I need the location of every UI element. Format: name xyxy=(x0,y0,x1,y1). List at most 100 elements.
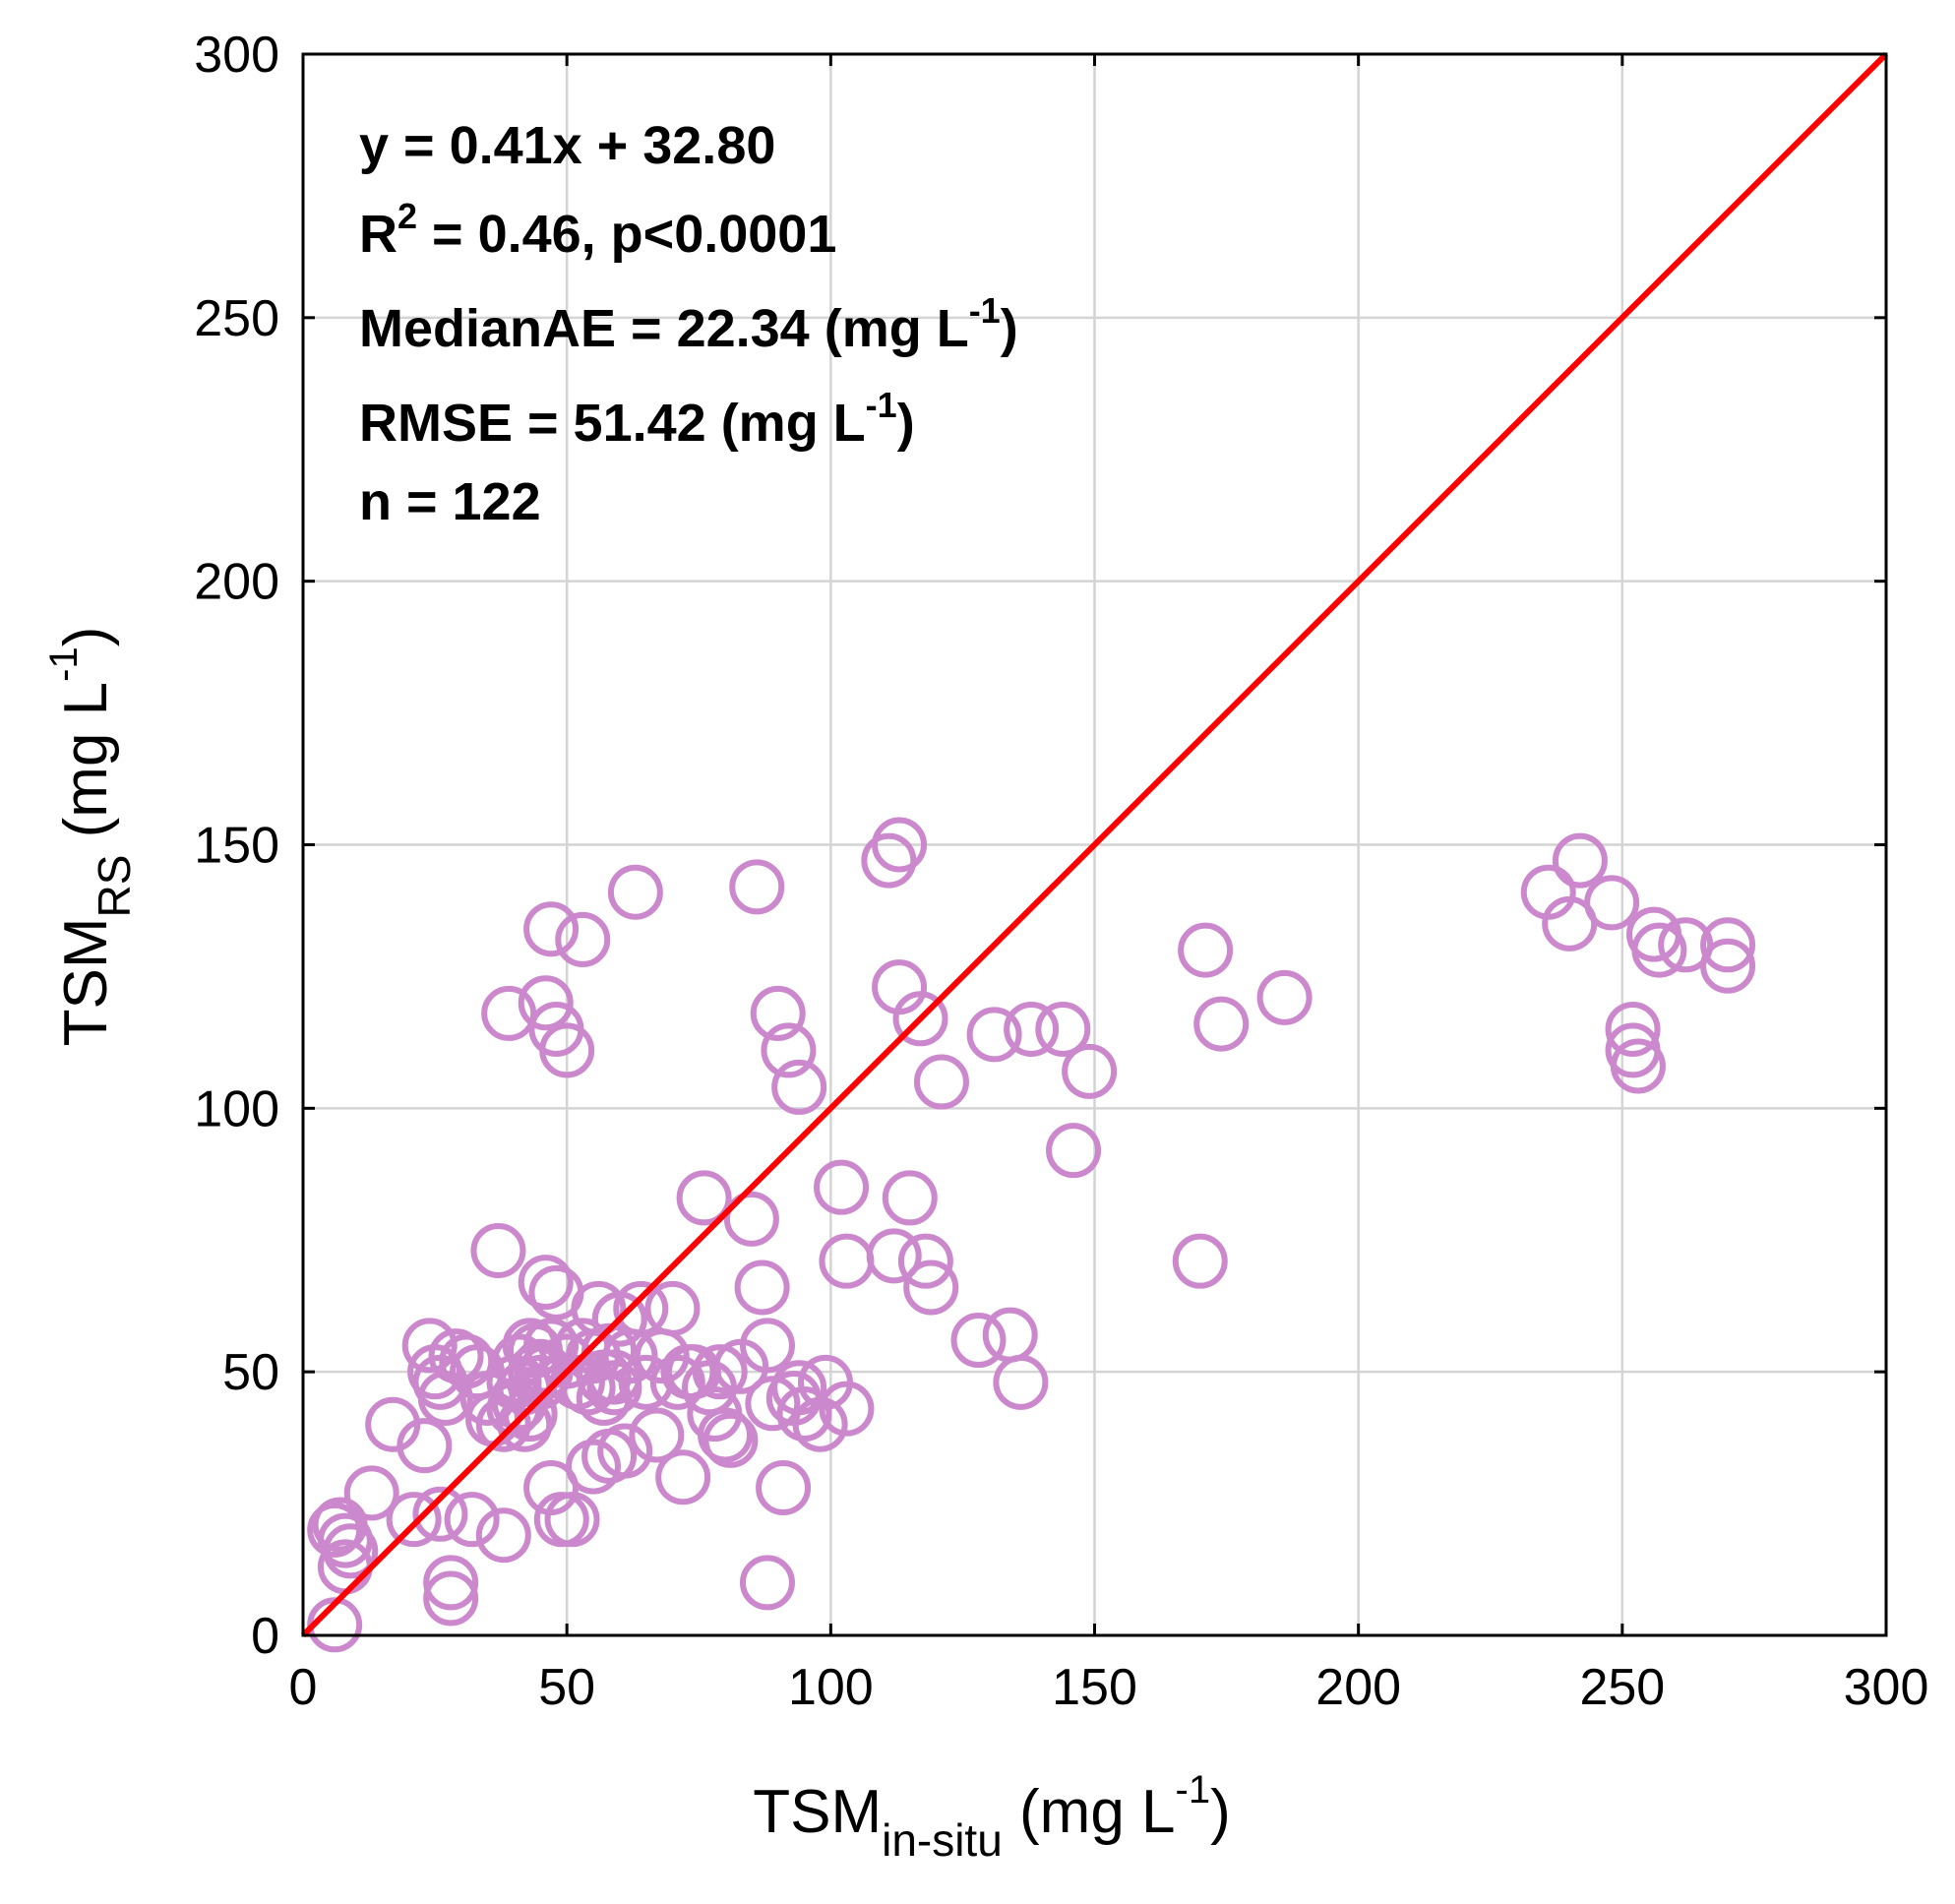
one-to-one-reference-line xyxy=(300,51,1889,1638)
x-tick-label: 200 xyxy=(1315,1659,1401,1716)
data-point xyxy=(607,864,663,920)
y-tick-label: 100 xyxy=(194,1080,279,1137)
median-ae-annotation: MedianAE = 22.34 (mg L-1) xyxy=(359,290,1018,358)
data-point xyxy=(343,1465,399,1521)
data-point xyxy=(449,1344,505,1400)
data-point xyxy=(1172,1233,1228,1289)
x-tick-label: 0 xyxy=(289,1659,318,1716)
data-point xyxy=(1631,922,1687,978)
data-point xyxy=(761,1022,817,1078)
data-point xyxy=(613,1280,669,1336)
data-point xyxy=(323,1523,379,1579)
data-point xyxy=(518,975,574,1031)
data-point xyxy=(1700,917,1756,973)
data-point xyxy=(913,1054,969,1110)
data-point xyxy=(866,1228,922,1284)
data-point xyxy=(966,1007,1022,1063)
data-point xyxy=(892,991,948,1047)
data-point xyxy=(539,1022,595,1078)
data-point xyxy=(1605,1001,1661,1057)
data-point xyxy=(756,1460,812,1516)
y-tick-label: 300 xyxy=(194,27,279,84)
data-point xyxy=(1700,938,1756,994)
data-point xyxy=(729,859,785,915)
x-axis-title: TSMin-situ (mg L-1) xyxy=(753,1768,1231,1866)
data-point xyxy=(629,1407,685,1463)
data-point xyxy=(475,1507,531,1564)
data-point xyxy=(814,1159,870,1215)
r-squared-annotation: R2 = 0.46, p<0.0001 xyxy=(359,196,836,264)
data-point xyxy=(771,1059,827,1115)
data-point xyxy=(745,1376,801,1432)
sample-count-annotation: n = 122 xyxy=(359,472,541,531)
data-point xyxy=(1178,922,1234,978)
data-point xyxy=(698,1407,754,1463)
data-point xyxy=(1062,1043,1118,1099)
data-point xyxy=(739,1555,795,1611)
data-point xyxy=(533,1492,589,1548)
data-point xyxy=(1004,1001,1060,1057)
data-point xyxy=(819,1381,875,1437)
data-point xyxy=(555,911,611,967)
data-point xyxy=(644,1280,701,1336)
x-tick-label: 300 xyxy=(1844,1659,1929,1716)
data-point xyxy=(423,1555,479,1611)
data-point xyxy=(523,1318,580,1374)
data-point xyxy=(470,1222,526,1278)
x-tick-label: 100 xyxy=(788,1659,874,1716)
data-point xyxy=(565,1439,621,1495)
data-point xyxy=(734,1259,790,1316)
data-point xyxy=(950,1313,1007,1369)
data-point xyxy=(523,901,580,957)
data-point xyxy=(518,1255,574,1311)
data-point xyxy=(993,1354,1049,1410)
data-point xyxy=(481,985,537,1041)
rmse-annotation: RMSE = 51.42 (mg L-1) xyxy=(359,385,915,453)
y-tick-label: 0 xyxy=(251,1608,279,1665)
data-point xyxy=(412,1486,468,1542)
data-point xyxy=(897,1233,953,1289)
data-point xyxy=(1584,875,1640,931)
data-point xyxy=(692,1344,748,1400)
data-point xyxy=(903,1259,959,1316)
data-point xyxy=(1610,1038,1666,1094)
axis-ticks xyxy=(301,52,1888,1637)
data-point xyxy=(861,832,917,889)
data-point xyxy=(423,1570,479,1627)
data-point xyxy=(444,1492,500,1548)
data-point xyxy=(872,817,928,873)
data-point xyxy=(597,1423,653,1479)
data-point xyxy=(819,1233,875,1289)
data-point xyxy=(544,1492,600,1548)
data-point xyxy=(723,1191,779,1247)
y-tick-label: 250 xyxy=(194,290,279,347)
data-point xyxy=(586,1360,642,1416)
data-point xyxy=(739,1318,795,1374)
y-axis-title: TSMRS (mg L-1) xyxy=(42,627,140,1047)
x-tick-label: 50 xyxy=(538,1659,595,1716)
y-tick-label: 200 xyxy=(194,554,279,611)
y-tick-label: 50 xyxy=(222,1344,279,1401)
data-point xyxy=(1035,1001,1091,1057)
data-point xyxy=(401,1318,458,1374)
data-point xyxy=(750,985,806,1041)
data-point xyxy=(386,1492,442,1548)
regression-equation: y = 0.41x + 32.80 xyxy=(359,116,775,175)
data-points xyxy=(307,817,1756,1653)
data-point xyxy=(1256,969,1313,1025)
y-tick-label: 150 xyxy=(194,818,279,875)
data-point xyxy=(882,1170,938,1226)
x-tick-label: 250 xyxy=(1579,1659,1665,1716)
data-point xyxy=(703,1412,759,1468)
data-point xyxy=(655,1449,711,1505)
data-point xyxy=(792,1396,848,1452)
data-point xyxy=(676,1170,732,1226)
data-point xyxy=(397,1418,453,1474)
data-point xyxy=(1552,832,1608,889)
data-point xyxy=(982,1307,1038,1363)
data-point xyxy=(1193,996,1250,1052)
data-point xyxy=(1046,1123,1102,1179)
x-tick-label: 150 xyxy=(1052,1659,1137,1716)
data-point xyxy=(649,1354,705,1410)
